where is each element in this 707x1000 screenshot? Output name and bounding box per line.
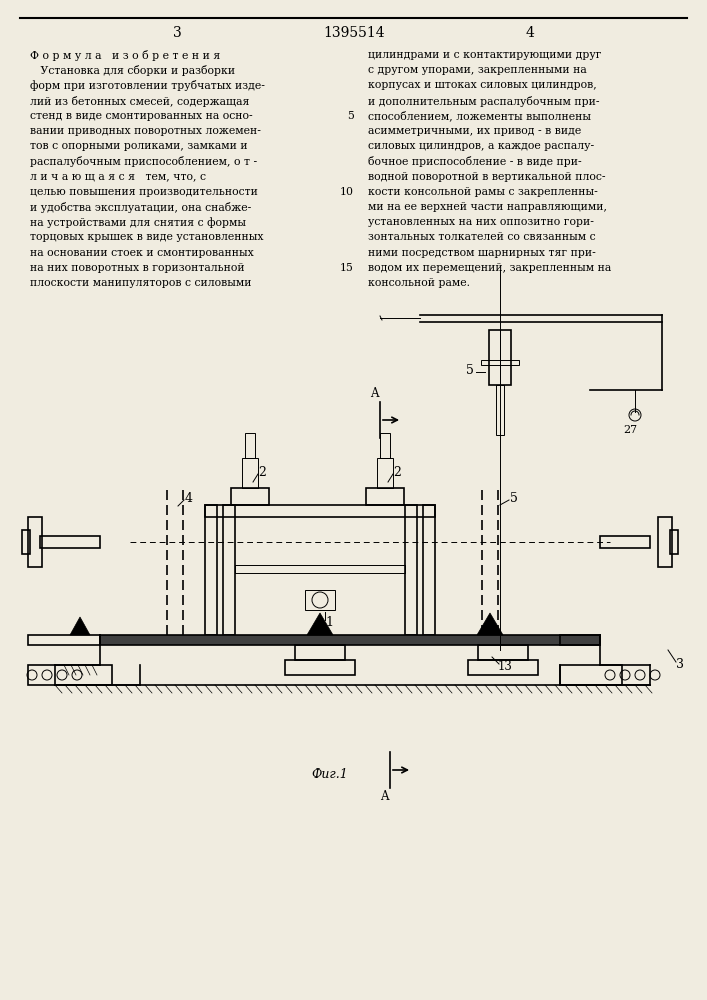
Text: 2: 2 [393, 466, 401, 479]
Bar [285, 660, 355, 675]
Text: водом их перемещений, закрепленным на: водом их перемещений, закрепленным на [368, 263, 612, 273]
Text: 10: 10 [340, 187, 354, 197]
Bar [560, 665, 622, 685]
Text: Установка для сборки и разборки: Установка для сборки и разборки [30, 65, 235, 76]
Text: стенд в виде смонтированных на осно-: стенд в виде смонтированных на осно- [30, 111, 252, 121]
Bar [22, 530, 30, 554]
Text: плоскости манипуляторов с силовыми: плоскости манипуляторов с силовыми [30, 278, 252, 288]
Text: на них поворотных в горизонтальной: на них поворотных в горизонтальной [30, 263, 245, 273]
Bar [28, 665, 112, 685]
Text: 5: 5 [347, 111, 354, 121]
Text: распалубочным приспособлением, о т -: распалубочным приспособлением, о т - [30, 156, 257, 167]
Text: торцовых крышек в виде установленных: торцовых крышек в виде установленных [30, 232, 264, 242]
Bar [481, 360, 519, 365]
Polygon shape [477, 613, 503, 635]
Bar [28, 517, 42, 567]
Polygon shape [70, 617, 90, 635]
Bar [40, 536, 100, 548]
Bar [600, 536, 650, 548]
Text: Фиг.1: Фиг.1 [312, 768, 349, 782]
Text: и дополнительным распалубочным при-: и дополнительным распалубочным при- [368, 96, 600, 107]
Bar [377, 458, 393, 488]
Bar [235, 565, 405, 573]
Bar [658, 517, 672, 567]
Text: и удобства эксплуатации, она снабже-: и удобства эксплуатации, она снабже- [30, 202, 251, 213]
Bar [205, 505, 435, 517]
Text: 3: 3 [676, 658, 684, 672]
Text: 15: 15 [340, 263, 354, 273]
Text: водной поворотной в вертикальной плос-: водной поворотной в вертикальной плос- [368, 172, 605, 182]
Text: Ф о р м у л а   и з о б р е т е н и я: Ф о р м у л а и з о б р е т е н и я [30, 50, 221, 61]
Text: 1: 1 [325, 615, 333, 629]
Bar [468, 660, 538, 675]
Bar [205, 505, 217, 635]
Bar [295, 645, 345, 660]
Bar [366, 488, 404, 505]
Text: 3: 3 [173, 26, 182, 40]
Text: 2: 2 [258, 466, 266, 479]
Text: корпусах и штоках силовых цилиндров,: корпусах и штоках силовых цилиндров, [368, 80, 597, 90]
Bar [242, 458, 258, 488]
Text: способлением, ложементы выполнены: способлением, ложементы выполнены [368, 111, 591, 122]
Bar [380, 433, 390, 458]
Text: л и ч а ю щ а я с я   тем, что, с: л и ч а ю щ а я с я тем, что, с [30, 172, 206, 182]
Text: 1395514: 1395514 [323, 26, 385, 40]
Text: 13: 13 [498, 660, 513, 674]
Bar [28, 635, 100, 645]
Text: A: A [380, 790, 388, 803]
Text: консольной раме.: консольной раме. [368, 278, 470, 288]
Text: 4: 4 [185, 491, 193, 504]
Text: 5: 5 [466, 363, 474, 376]
Text: зонтальных толкателей со связанным с: зонтальных толкателей со связанным с [368, 232, 595, 242]
Text: вании приводных поворотных ложемен-: вании приводных поворотных ложемен- [30, 126, 261, 136]
Text: на основании стоек и смонтированных: на основании стоек и смонтированных [30, 248, 254, 258]
Text: форм при изготовлении трубчатых изде-: форм при изготовлении трубчатых изде- [30, 80, 265, 91]
Bar [231, 488, 269, 505]
Text: на устройствами для снятия с формы: на устройствами для снятия с формы [30, 217, 246, 228]
Bar [489, 330, 511, 385]
Bar [560, 635, 600, 645]
Text: тов с опорными роликами, замками и: тов с опорными роликами, замками и [30, 141, 247, 151]
Text: установленных на них оппозитно гори-: установленных на них оппозитно гори- [368, 217, 594, 227]
Text: кости консольной рамы с закрепленны-: кости консольной рамы с закрепленны- [368, 187, 597, 197]
Text: 4: 4 [525, 26, 534, 40]
Bar [670, 530, 678, 554]
Text: асимметричными, их привод - в виде: асимметричными, их привод - в виде [368, 126, 581, 136]
Bar [100, 635, 600, 645]
Text: целью повышения производительности: целью повышения производительности [30, 187, 258, 197]
Bar [405, 505, 417, 635]
Text: силовых цилиндров, а каждое распалу-: силовых цилиндров, а каждое распалу- [368, 141, 594, 151]
Bar [478, 645, 528, 660]
Text: ними посредством шарнирных тяг при-: ними посредством шарнирных тяг при- [368, 248, 596, 258]
Bar [305, 590, 335, 610]
Bar [496, 385, 504, 435]
Text: бочное приспособление - в виде при-: бочное приспособление - в виде при- [368, 156, 582, 167]
Bar [223, 505, 235, 635]
Text: лий из бетонных смесей, содержащая: лий из бетонных смесей, содержащая [30, 96, 250, 107]
Text: цилиндрами и с контактирующими друг: цилиндрами и с контактирующими друг [368, 50, 602, 60]
Bar [423, 505, 435, 635]
Text: с другом упорами, закрепленными на: с другом упорами, закрепленными на [368, 65, 587, 75]
Text: ми на ее верхней части направляющими,: ми на ее верхней части направляющими, [368, 202, 607, 212]
Polygon shape [307, 613, 333, 635]
Text: 5: 5 [510, 491, 518, 504]
Text: 27: 27 [623, 425, 637, 435]
Bar [245, 433, 255, 458]
Text: A: A [370, 387, 378, 400]
